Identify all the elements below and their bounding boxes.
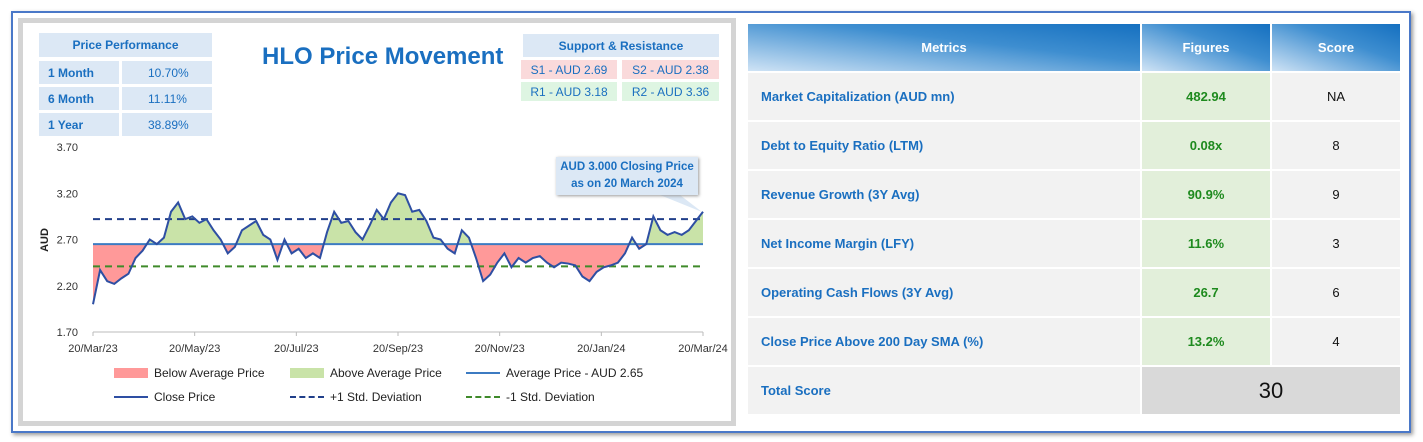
metric-score: 4	[1272, 318, 1400, 365]
metric-name: Net Income Margin (LFY)	[748, 220, 1140, 267]
perf-label: 1 Year	[39, 113, 119, 136]
legend-label: Below Average Price	[154, 366, 265, 380]
resistance-2: R2 - AUD 3.36	[622, 82, 719, 101]
legend-label: Close Price	[154, 390, 216, 404]
price-performance-header: Price Performance	[39, 33, 212, 57]
metric-name: Operating Cash Flows (3Y Avg)	[748, 269, 1140, 316]
below-swatch	[114, 368, 148, 378]
metric-name: Close Price Above 200 Day SMA (%)	[748, 318, 1140, 365]
legend-below: Below Average Price	[114, 366, 265, 380]
legend-label: -1 Std. Deviation	[506, 390, 595, 404]
y-tick-label: 1.70	[57, 327, 78, 339]
close-swatch	[114, 396, 148, 398]
callout-pointer	[660, 195, 702, 212]
metric-name: Market Capitalization (AUD mn)	[748, 73, 1140, 120]
closing-price-callout: AUD 3.000 Closing Price as on 20 March 2…	[556, 157, 698, 195]
metric-figure: 482.94	[1142, 73, 1270, 120]
perf-label: 1 Month	[39, 61, 119, 84]
above-swatch	[290, 368, 324, 378]
total-score-label: Total Score	[748, 367, 1140, 414]
callout-line1: AUD 3.000 Closing Price	[560, 161, 694, 173]
resistance-1: R1 - AUD 3.18	[521, 82, 617, 101]
legend-close: Close Price	[114, 390, 215, 404]
below-average-area	[93, 244, 703, 305]
metric-figure: 11.6%	[1142, 220, 1270, 267]
x-tick-label: 20/Mar/23	[68, 343, 118, 355]
x-tick-label: 20/Jan/24	[577, 343, 625, 355]
dashboard-frame	[11, 11, 1411, 433]
metric-figure: 26.7	[1142, 269, 1270, 316]
legend-minus-sd: -1 Std. Deviation	[466, 390, 595, 404]
legend-label: Above Average Price	[330, 366, 442, 380]
metric-score: 8	[1272, 122, 1400, 169]
x-tick-label: 20/Sep/23	[373, 343, 423, 355]
support-2: S2 - AUD 2.38	[622, 60, 719, 79]
total-score-value: 30	[1142, 367, 1400, 414]
metric-score: 6	[1272, 269, 1400, 316]
legend-plus-sd: +1 Std. Deviation	[290, 390, 422, 404]
close-price-line	[92, 192, 704, 305]
metric-score: 9	[1272, 171, 1400, 218]
chart-title: HLO Price Movement	[262, 43, 504, 70]
x-tick-label: 20/May/23	[169, 343, 220, 355]
header-metrics: Metrics	[748, 24, 1140, 71]
metric-figure: 13.2%	[1142, 318, 1270, 365]
x-tick-label: 20/Nov/23	[475, 343, 525, 355]
header-figures: Figures	[1142, 24, 1270, 71]
header-score: Score	[1272, 24, 1400, 71]
metric-figure: 90.9%	[1142, 171, 1270, 218]
y-axis-label: AUD	[39, 228, 51, 252]
y-tick-label: 3.70	[57, 142, 78, 154]
metric-score: 3	[1272, 220, 1400, 267]
x-tick-label: 20/Mar/24	[678, 343, 728, 355]
legend-label: Average Price - AUD 2.65	[506, 366, 644, 380]
metric-figure: 0.08x	[1142, 122, 1270, 169]
legend-label: +1 Std. Deviation	[330, 390, 422, 404]
y-tick-label: 3.20	[57, 188, 78, 200]
support-resistance-header: Support & Resistance	[523, 34, 719, 57]
support-1: S1 - AUD 2.69	[521, 60, 617, 79]
perf-value: 11.11%	[122, 87, 212, 110]
plus-sd-swatch	[290, 396, 324, 398]
callout-line2: as on 20 March 2024	[571, 178, 683, 190]
minus-sd-swatch	[466, 396, 500, 398]
metric-name: Revenue Growth (3Y Avg)	[748, 171, 1140, 218]
perf-label: 6 Month	[39, 87, 119, 110]
perf-value: 38.89%	[122, 113, 212, 136]
y-tick-label: 2.70	[57, 235, 78, 247]
average-swatch	[466, 372, 500, 374]
metric-score: NA	[1272, 73, 1400, 120]
x-tick-label: 20/Jul/23	[274, 343, 319, 355]
metric-name: Debt to Equity Ratio (LTM)	[748, 122, 1140, 169]
perf-value: 10.70%	[122, 61, 212, 84]
y-tick-label: 2.20	[57, 281, 78, 293]
legend-average: Average Price - AUD 2.65	[466, 366, 643, 380]
legend-above: Above Average Price	[290, 366, 442, 380]
price-chart: 3.70 3.20 2.70 2.20 1.70 20/Mar/23 20/May/23 20…	[39, 142, 728, 355]
